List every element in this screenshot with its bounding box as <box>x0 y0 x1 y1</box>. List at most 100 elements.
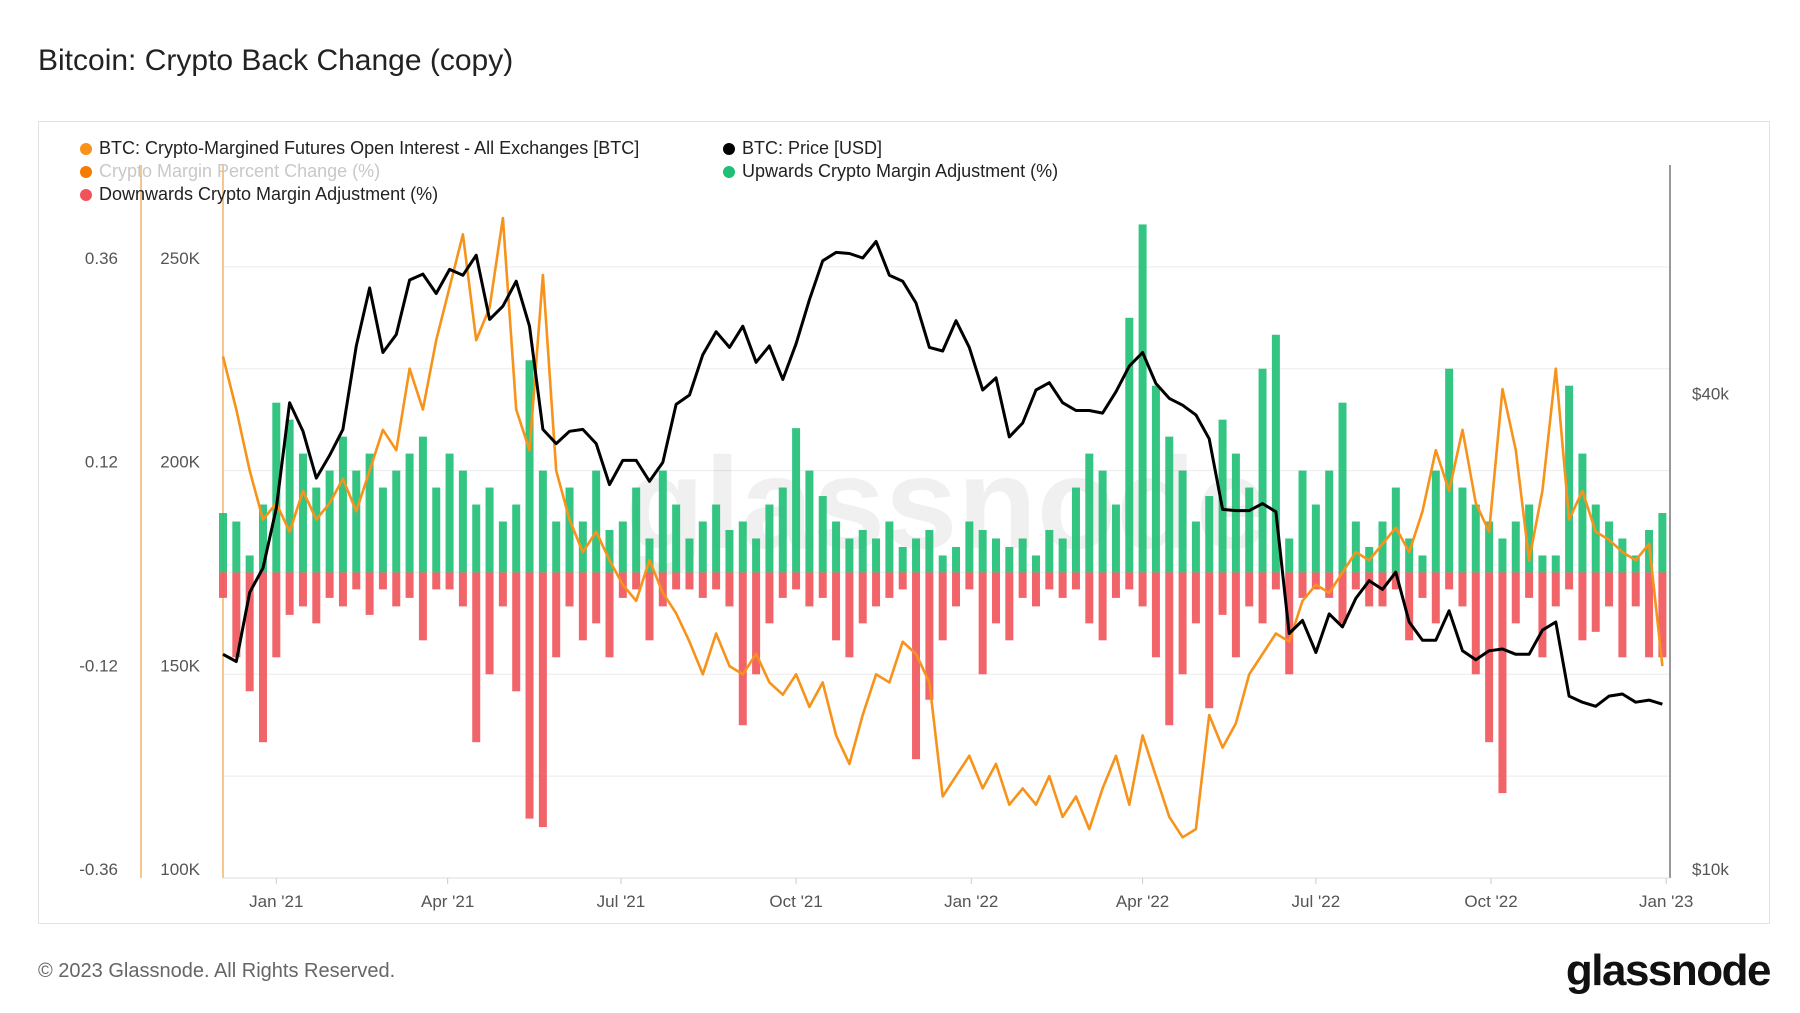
upward-adjustment-bar <box>752 538 761 573</box>
downward-adjustment-bar <box>525 572 534 819</box>
upward-adjustment-bar <box>712 504 721 573</box>
downward-adjustment-bar <box>1231 572 1240 658</box>
legend-label: Downwards Crypto Margin Adjustment (%) <box>99 184 439 204</box>
downward-adjustment-bar <box>1205 572 1214 709</box>
upward-adjustment-bar <box>685 538 694 573</box>
legend-item-upwards[interactable]: Upwards Crypto Margin Adjustment (%) <box>723 161 1058 182</box>
upward-adjustment-bar <box>858 529 867 573</box>
downward-adjustment-bar <box>1658 572 1667 658</box>
downward-adjustment-bar <box>778 572 787 598</box>
upward-adjustment-bar <box>818 496 827 573</box>
x-tick-label: Jan '21 <box>249 892 303 911</box>
upward-adjustment-bar <box>592 470 601 573</box>
downward-adjustment-bar <box>365 572 374 615</box>
downward-adjustment-bar <box>565 572 574 607</box>
legend-item-open-interest[interactable]: BTC: Crypto-Margined Futures Open Intere… <box>80 138 639 159</box>
upward-adjustment-bar <box>645 538 654 573</box>
upward-adjustment-bar <box>1205 496 1214 573</box>
upward-adjustment-bar <box>352 470 361 573</box>
downward-adjustment-bar <box>1578 572 1587 641</box>
downward-adjustment-bar <box>992 572 1001 624</box>
pct-tick-label: 0.36 <box>85 249 118 268</box>
downward-adjustment-bar <box>1365 572 1374 607</box>
downward-adjustment-bar <box>432 572 441 590</box>
upward-adjustment-bar <box>658 470 667 573</box>
upward-adjustment-bar <box>1431 470 1440 573</box>
downward-adjustment-bar <box>1471 572 1480 675</box>
upward-adjustment-bar <box>1338 402 1347 573</box>
downward-adjustment-bar <box>1351 572 1360 590</box>
downward-adjustment-bar <box>725 572 734 607</box>
upward-adjustment-bar <box>1458 487 1467 573</box>
upward-adjustment-bar <box>1178 470 1187 573</box>
x-tick-label: Jul '22 <box>1292 892 1341 911</box>
upward-adjustment-bar <box>1245 487 1254 573</box>
upward-adjustment-bar <box>952 546 961 573</box>
downward-adjustment-bar <box>818 572 827 598</box>
price-tick-label: $10k <box>1692 860 1729 879</box>
upward-adjustment-bar <box>1485 521 1494 573</box>
downward-adjustment-bar <box>312 572 321 624</box>
downward-adjustment-bar <box>1418 572 1427 598</box>
legend-dot <box>723 142 735 155</box>
downward-adjustment-bar <box>898 572 907 590</box>
downward-adjustment-bar <box>1391 572 1400 590</box>
downward-adjustment-bar <box>605 572 614 658</box>
upward-adjustment-bar <box>845 538 854 573</box>
upward-adjustment-bar <box>1058 538 1067 573</box>
upward-adjustment-bar <box>1018 538 1027 573</box>
upward-adjustment-bar <box>458 470 467 573</box>
downward-adjustment-bar <box>925 572 934 700</box>
downward-adjustment-bar <box>1151 572 1160 658</box>
upward-adjustment-bar <box>312 487 321 573</box>
downward-adjustment-bar <box>258 572 267 743</box>
legend-dot <box>723 165 735 178</box>
legend-dot <box>80 142 92 155</box>
downward-adjustment-bar <box>485 572 494 675</box>
upward-adjustment-bar <box>1658 513 1667 573</box>
legend-item-price[interactable]: BTC: Price [USD] <box>723 138 882 159</box>
upward-adjustment-bar <box>219 513 227 573</box>
upward-adjustment-bar <box>978 529 987 573</box>
upward-adjustment-bar <box>618 521 627 573</box>
upward-adjustment-bar <box>1418 555 1427 573</box>
pct-tick-label: -0.12 <box>79 656 118 675</box>
downward-adjustment-bar <box>965 572 974 590</box>
downward-adjustment-bar <box>1058 572 1067 598</box>
oi-tick-label: 150K <box>160 656 200 675</box>
downward-adjustment-bar <box>1138 572 1147 607</box>
upward-adjustment-bar <box>485 487 494 573</box>
downward-adjustment-bar <box>712 572 721 590</box>
upward-adjustment-bar <box>1071 487 1080 573</box>
upward-adjustment-bar <box>1325 470 1334 573</box>
upward-adjustment-bar <box>1351 521 1360 573</box>
downward-adjustment-bar <box>578 572 587 641</box>
downward-adjustment-bar <box>645 572 654 641</box>
upward-adjustment-bar <box>1565 385 1574 573</box>
downward-adjustment-bar <box>325 572 334 598</box>
upward-adjustment-bar <box>1218 419 1227 573</box>
legend-item-percent-change[interactable]: Crypto Margin Percent Change (%) <box>80 161 380 182</box>
upward-adjustment-bar <box>338 436 347 573</box>
upward-adjustment-bar <box>578 521 587 573</box>
upward-adjustment-bar <box>1511 521 1520 573</box>
legend-dot <box>80 165 92 178</box>
upward-adjustment-bar <box>725 529 734 573</box>
upward-adjustment-bar <box>992 538 1001 573</box>
downward-adjustment-bar <box>472 572 481 743</box>
downward-adjustment-bar <box>1191 572 1200 624</box>
upward-adjustment-bar <box>418 436 427 573</box>
upward-adjustment-bar <box>525 360 534 573</box>
upward-adjustment-bar <box>1125 317 1134 573</box>
downward-adjustment-bar <box>219 572 227 598</box>
upward-adjustment-bar <box>1298 470 1307 573</box>
downward-adjustment-bar <box>1245 572 1254 607</box>
pct-tick-label: -0.36 <box>79 860 118 879</box>
upward-adjustment-bar <box>1378 521 1387 573</box>
downward-adjustment-bar <box>298 572 307 607</box>
oi-tick-label: 100K <box>160 860 200 879</box>
upward-adjustment-bar <box>1098 470 1107 573</box>
legend-item-downwards[interactable]: Downwards Crypto Margin Adjustment (%) <box>80 184 438 205</box>
downward-adjustment-bar <box>672 572 681 590</box>
